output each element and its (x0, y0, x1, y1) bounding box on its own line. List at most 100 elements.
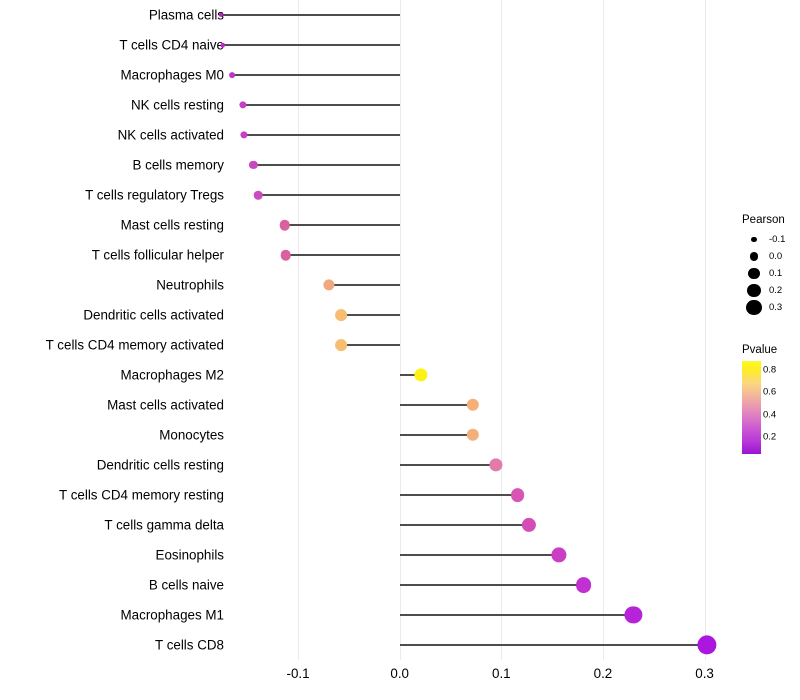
size-legend-dot (751, 236, 757, 243)
lollipop-dot[interactable] (249, 160, 258, 170)
y-axis-tick-label: T cells follicular helper (91, 247, 224, 263)
x-axis-tick-label: -0.1 (286, 666, 310, 681)
lollipop-stem (232, 74, 400, 76)
size-legend-entry: 0.1 (742, 265, 800, 282)
lollipop-stem (285, 254, 400, 256)
y-axis-tick-label: T cells regulatory Tregs (85, 187, 224, 203)
lollipop-stem (220, 14, 400, 16)
size-legend-label: 0.3 (769, 302, 783, 313)
size-legend-swatch (742, 283, 766, 298)
lollipop-stem (399, 494, 518, 496)
gridline (501, 0, 503, 660)
size-legend-dot (749, 252, 759, 261)
lollipop-stem (399, 554, 560, 556)
colorbar-gradient (742, 361, 761, 454)
x-axis-labels: -0.1 0.0 0.1 0.2 0.3 (232, 660, 730, 694)
lollipop-stem (222, 44, 400, 46)
gridline (298, 0, 300, 660)
y-axis-tick-label: Dendritic cells activated (83, 307, 224, 323)
size-legend-swatch (742, 267, 766, 280)
y-axis-tick-label: NK cells resting (130, 97, 224, 113)
lollipop-stem (340, 314, 400, 316)
gridline (704, 0, 706, 660)
size-legend-label: 0.2 (769, 285, 783, 296)
y-axis-tick-label: T cells CD4 naive (119, 37, 224, 53)
size-legend-dot (747, 283, 761, 298)
lollipop-stem (243, 104, 400, 106)
lollipop-stem (399, 464, 497, 466)
y-axis-tick-label: T cells CD8 (155, 637, 224, 653)
lollipop-dot[interactable] (240, 131, 248, 139)
y-axis-tick-label: Mast cells activated (107, 397, 224, 413)
lollipop-dot[interactable] (624, 606, 643, 624)
lollipop-dot[interactable] (334, 339, 347, 351)
y-axis-tick-label: B cells memory (132, 157, 224, 173)
y-axis-tick-label: Macrophages M2 (120, 367, 224, 383)
lollipop-dot[interactable] (239, 101, 247, 109)
size-legend-label: -0.1 (769, 234, 786, 245)
size-legend-swatch (742, 252, 766, 261)
lollipop-dot[interactable] (334, 309, 347, 321)
lollipop-stem (399, 584, 584, 586)
colorbar-tick-label: 0.4 (763, 409, 777, 421)
color-legend: Pvalue 0.8 0.6 0.4 0.2 (742, 344, 800, 454)
lollipop-stem (399, 524, 529, 526)
y-axis-tick-label: T cells CD4 memory resting (59, 487, 224, 503)
lollipop-stem (399, 614, 634, 616)
size-legend-entry: -0.1 (742, 231, 800, 248)
size-legend-swatch (742, 236, 766, 243)
size-legend-dot (746, 299, 762, 316)
x-axis-tick-label: 0.0 (390, 666, 409, 681)
colorbar-tick-label: 0.6 (763, 386, 777, 398)
y-axis-tick-label: Dendritic cells resting (96, 457, 224, 473)
color-legend-title: Pvalue (742, 344, 778, 356)
lollipop-stem (399, 374, 422, 376)
size-legend-entry: 0.3 (742, 299, 800, 316)
lollipop-stem (399, 404, 473, 406)
lollipop-stem (284, 224, 400, 226)
lollipop-dot[interactable] (510, 488, 525, 502)
lollipop-dot[interactable] (551, 547, 567, 563)
size-legend-label: 0.0 (769, 251, 783, 262)
lollipop-stem (399, 434, 473, 436)
lollipop-dot[interactable] (489, 458, 503, 472)
y-axis-tick-label: Macrophages M0 (120, 67, 224, 83)
size-legend-swatch (742, 299, 766, 316)
x-axis-tick-label: 0.2 (593, 666, 613, 681)
lollipop-dot[interactable] (466, 428, 480, 442)
y-axis-tick-label: Mast cells resting (120, 217, 224, 233)
y-axis-tick-label: T cells gamma delta (104, 517, 224, 533)
lollipop-dot[interactable] (254, 190, 263, 200)
y-axis-tick-label: Monocytes (159, 427, 224, 443)
lollipop-dot[interactable] (521, 517, 536, 533)
lollipop-dot[interactable] (575, 577, 592, 593)
size-legend-entries: -0.1 0.0 0.1 0.2 0.3 (742, 231, 800, 316)
lollipop-dot[interactable] (218, 12, 223, 18)
y-axis-tick-label: Neutrophils (156, 277, 224, 293)
lollipop-dot[interactable] (414, 368, 428, 382)
lollipop-dot[interactable] (322, 279, 335, 291)
lollipop-stem (399, 644, 707, 646)
lollipop-stem (253, 164, 400, 166)
y-axis-tick-label: Eosinophils (155, 547, 224, 563)
lollipop-stem (244, 134, 400, 136)
colorbar-tick-label: 0.2 (763, 431, 777, 443)
lollipop-stem (258, 194, 400, 196)
lollipop-dot[interactable] (220, 42, 226, 48)
size-legend-dot (748, 267, 760, 280)
size-legend-label: 0.1 (769, 268, 783, 279)
plot-panel (218, 0, 730, 660)
gridline (602, 0, 604, 660)
y-axis-tick-label: Macrophages M1 (120, 607, 224, 623)
size-legend-entry: 0.2 (742, 282, 800, 299)
lollipop-dot[interactable] (279, 219, 291, 231)
x-axis-tick-label: 0.3 (695, 666, 714, 681)
y-axis-tick-label: B cells naive (148, 577, 224, 593)
lollipop-dot[interactable] (229, 72, 235, 78)
size-legend-entry: 0.0 (742, 248, 800, 265)
lollipop-dot[interactable] (697, 635, 717, 655)
lollipop-dot[interactable] (466, 398, 480, 412)
lollipop-dot[interactable] (280, 249, 292, 261)
colorbar-tick-label: 0.8 (763, 364, 777, 376)
